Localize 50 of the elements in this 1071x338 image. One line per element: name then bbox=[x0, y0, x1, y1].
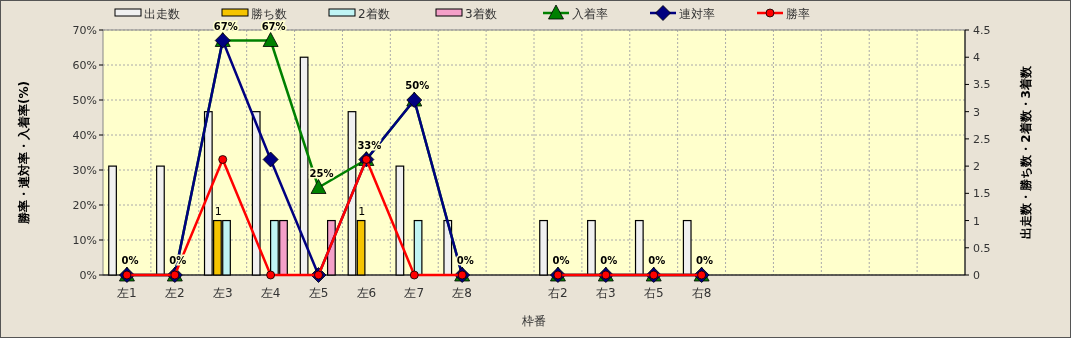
legend-label: 出走数 bbox=[144, 7, 180, 21]
y-tick-label: 60% bbox=[72, 59, 97, 72]
data-label: 1 bbox=[358, 204, 366, 218]
x-tick-label: 左6 bbox=[356, 286, 377, 300]
y2-tick-label: 3.5 bbox=[973, 78, 991, 92]
data-label: 0% bbox=[648, 255, 666, 266]
legend-label: 勝率 bbox=[786, 7, 810, 21]
x-tick-label: 左3 bbox=[212, 286, 233, 300]
x-tick-label: 左4 bbox=[260, 286, 281, 300]
data-label: 50% bbox=[405, 80, 430, 91]
x-tick-label: 右3 bbox=[596, 286, 616, 300]
legend-label: 2着数 bbox=[358, 7, 390, 21]
y2-tick-label: 1.5 bbox=[973, 187, 991, 201]
y2-tick-label: 4 bbox=[973, 51, 980, 65]
x-tick-label: 左1 bbox=[117, 286, 137, 300]
y-tick-label: 70% bbox=[72, 24, 97, 37]
data-label: 0% bbox=[552, 255, 570, 266]
legend-label: 入着率 bbox=[572, 7, 608, 21]
y-tick-label: 10% bbox=[72, 234, 97, 247]
data-label: 67% bbox=[261, 20, 286, 32]
y-tick-label: 0% bbox=[79, 269, 97, 282]
x-axis-title: 枠番 bbox=[521, 314, 546, 328]
y2-tick-label: 1 bbox=[973, 214, 980, 228]
y2-axis-title: 出走数・勝ち数・2着数・3着数 bbox=[1019, 65, 1033, 239]
y2-tick-label: 0 bbox=[973, 269, 980, 282]
x-tick-label: 右8 bbox=[691, 286, 712, 300]
y2-tick-label: 2 bbox=[973, 160, 980, 174]
x-tick-label: 右5 bbox=[643, 286, 664, 300]
data-label: 0% bbox=[121, 255, 139, 266]
y-tick-label: 40% bbox=[72, 129, 97, 142]
x-tick-label: 左7 bbox=[404, 286, 425, 300]
x-tick-label: 左5 bbox=[308, 286, 329, 300]
y-tick-label: 30% bbox=[72, 164, 97, 177]
legend-label: 勝ち数 bbox=[251, 7, 287, 21]
y-axis-title: 勝率・連対率・入着率(%) bbox=[17, 81, 31, 225]
x-tick-label: 右2 bbox=[548, 286, 568, 300]
legend-label: 3着数 bbox=[465, 7, 497, 21]
x-tick-label: 左2 bbox=[165, 286, 185, 300]
y-tick-label: 20% bbox=[72, 199, 97, 212]
y-tick-label: 50% bbox=[72, 94, 97, 107]
x-tick-label: 左8 bbox=[452, 286, 472, 300]
y2-tick-label: 0.5 bbox=[973, 241, 991, 255]
data-label: 0% bbox=[696, 255, 714, 266]
y2-tick-label: 2.5 bbox=[973, 132, 991, 146]
y2-tick-label: 4.5 bbox=[973, 24, 991, 37]
legend-label: 連対率 bbox=[679, 7, 715, 21]
data-label: 1 bbox=[214, 204, 222, 218]
y2-tick-label: 3 bbox=[973, 105, 980, 119]
data-label: 67% bbox=[213, 20, 238, 32]
data-label: 0% bbox=[600, 255, 618, 266]
